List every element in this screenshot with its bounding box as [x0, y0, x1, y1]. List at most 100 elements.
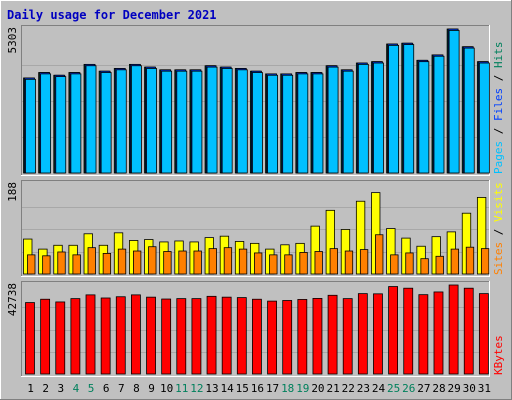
chart-title: Daily usage for December 2021 [7, 8, 217, 22]
sites-bar [208, 248, 217, 275]
day-label: 27 [417, 382, 430, 395]
day-label: 10 [160, 382, 173, 395]
day-label: 6 [103, 382, 110, 395]
day-label: 12 [190, 382, 203, 395]
pages-bar [191, 70, 203, 174]
kbytes-bar [252, 298, 262, 375]
pages-bar [25, 78, 36, 174]
kbytes-bar [100, 297, 111, 375]
day-label: 4 [73, 382, 80, 395]
day-label: 17 [266, 382, 279, 395]
pages-bar [312, 73, 324, 174]
day-label: 25 [387, 382, 400, 395]
kbytes-bar [221, 296, 232, 375]
visitors-legend: Sites / Visits [492, 182, 505, 275]
traffic-legend-part-1: / [492, 121, 505, 141]
sites-bar [284, 254, 293, 275]
day-label: 9 [148, 382, 155, 395]
kbytes-bar [448, 284, 459, 375]
sites-bar [223, 247, 233, 275]
sites-bar [359, 249, 369, 275]
pages-bar [373, 62, 384, 174]
pages-bar [297, 73, 309, 174]
kbytes-bar [357, 293, 368, 375]
kbytes-bar [342, 298, 353, 375]
kbytes-bar [176, 298, 187, 375]
kbytes-bar [478, 293, 489, 375]
kbytes-bar [161, 298, 172, 375]
pages-bar [357, 63, 369, 174]
traffic-legend-part-3: / [492, 68, 505, 88]
day-label: 14 [221, 382, 235, 395]
sites-bar [117, 248, 127, 275]
panel-volume: 42738 KBytes [6, 281, 505, 377]
day-label: 18 [281, 382, 294, 395]
traffic-legend-part-0: Pages [492, 141, 505, 174]
pages-bar [115, 69, 127, 174]
sites-bar [87, 247, 96, 275]
visitors-ymax-label: 188 [6, 182, 19, 202]
sites-bar [133, 250, 142, 275]
traffic-ymax-label: 5303 [6, 27, 19, 54]
kbytes-bar [85, 294, 96, 375]
sites-bar [465, 246, 475, 275]
traffic-legend: Pages / Files / Hits [492, 42, 505, 175]
sites-bar [420, 258, 429, 275]
kbytes-bar [115, 296, 126, 375]
sites-bar [102, 253, 112, 275]
day-label: 19 [296, 382, 309, 395]
day-label: 5 [88, 382, 95, 395]
day-label: 22 [342, 382, 355, 395]
sites-bar [238, 248, 248, 275]
volume-ymax-label: 42738 [6, 283, 19, 316]
day-label: 21 [326, 382, 339, 395]
day-label: 28 [432, 382, 445, 395]
visitors-legend-part-0: Sites [492, 242, 505, 275]
pages-bar [131, 65, 142, 174]
sites-bar [269, 254, 278, 275]
sites-bar [178, 250, 187, 275]
panel-visitors: 188 Sites / Visits [6, 180, 505, 277]
pages-bar [55, 76, 67, 174]
day-label: 16 [251, 382, 264, 395]
kbytes-bar [191, 298, 202, 375]
pages-bar [282, 74, 294, 174]
kbytes-bar [418, 294, 429, 375]
day-label: 15 [236, 382, 249, 395]
sites-bar [329, 248, 338, 275]
day-label: 13 [205, 382, 218, 395]
kbytes-bar [433, 291, 444, 375]
chart-panels: 5303 Pages / Files / Hits 188 Sites / Visit… [6, 25, 505, 377]
day-label: 23 [357, 382, 370, 395]
pages-bar [403, 44, 415, 174]
traffic-legend-part-2: Files [492, 88, 505, 121]
pages-bar [206, 66, 218, 174]
sites-bar [57, 251, 66, 275]
pages-bar [221, 68, 233, 174]
day-label: 20 [311, 382, 324, 395]
day-label: 31 [478, 382, 491, 395]
day-label: 1 [27, 382, 34, 395]
pages-bar [267, 74, 278, 174]
volume-legend-part-0: KBytes [492, 335, 505, 375]
day-label: 11 [175, 382, 188, 395]
visitors-legend-part-1: / [492, 222, 505, 242]
sites-bar [344, 250, 354, 275]
pages-bar [433, 55, 445, 174]
sites-bar [375, 234, 384, 275]
kbytes-bar [236, 297, 247, 375]
kbytes-bar [131, 294, 141, 375]
kbytes-bar [40, 298, 51, 375]
sites-bar [27, 254, 36, 275]
pages-bar [176, 70, 188, 174]
pages-bar [100, 72, 112, 174]
sites-bar [405, 252, 414, 275]
pages-bar [236, 69, 248, 174]
panel-traffic: 5303 Pages / Files / Hits [6, 25, 505, 176]
pages-bar [327, 66, 339, 174]
kbytes-bar [25, 302, 35, 375]
kbytes-bar [146, 296, 156, 375]
pages-bar [70, 73, 82, 174]
sites-bar [314, 251, 323, 275]
